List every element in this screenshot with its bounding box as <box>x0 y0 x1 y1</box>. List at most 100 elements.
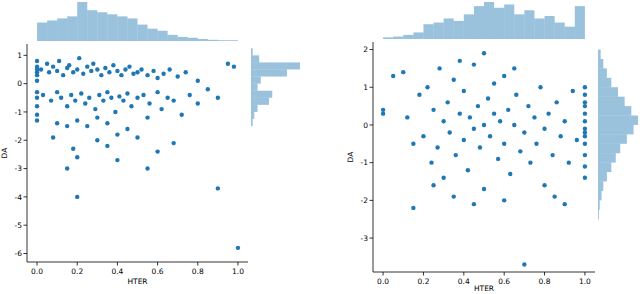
hist-bar <box>251 69 287 76</box>
point <box>87 96 91 100</box>
y-tick <box>24 140 28 141</box>
hist-bar <box>413 32 423 39</box>
point <box>563 202 567 206</box>
point <box>71 70 75 74</box>
hist-bar <box>598 144 620 153</box>
hist-bar <box>77 2 87 41</box>
point <box>121 98 125 102</box>
point <box>381 111 385 115</box>
point <box>492 111 496 115</box>
hist-bar <box>534 18 544 39</box>
hist-bar <box>178 37 188 41</box>
x-tick-label: 0.8 <box>192 267 204 276</box>
point <box>65 124 69 128</box>
point <box>115 132 119 136</box>
y-tick <box>24 196 28 197</box>
point <box>236 246 240 250</box>
hist-bar <box>598 68 607 77</box>
x-tick <box>157 262 158 266</box>
point <box>129 104 133 108</box>
hist-bar <box>251 62 300 69</box>
point <box>145 73 149 77</box>
hist-bar <box>138 25 148 41</box>
point <box>482 123 486 127</box>
hist-bar <box>198 39 208 41</box>
point <box>441 119 445 123</box>
point <box>180 113 184 117</box>
y-tick <box>24 83 28 84</box>
point <box>95 115 99 119</box>
point <box>391 74 395 78</box>
point <box>111 63 115 67</box>
point <box>35 96 39 100</box>
point <box>482 51 486 55</box>
x-tick-label: 1.0 <box>232 267 244 276</box>
point <box>115 69 119 73</box>
hist-bar <box>251 84 258 91</box>
x-tick-label: 0.6 <box>152 267 164 276</box>
point <box>91 62 95 66</box>
x-axis <box>27 262 248 263</box>
y-tick-label: 0 <box>17 79 22 88</box>
hist-bar <box>575 6 585 39</box>
x-tick-label: 0.0 <box>377 277 389 286</box>
point <box>151 69 155 73</box>
point <box>125 127 129 131</box>
x-tick-label: 0.8 <box>539 277 551 286</box>
point <box>117 94 121 98</box>
point <box>61 73 65 77</box>
y-tick <box>370 162 374 163</box>
point <box>546 111 550 115</box>
x-tick-label: 0.6 <box>498 277 510 286</box>
point <box>65 166 69 170</box>
y-tick <box>370 87 374 88</box>
point <box>97 93 101 97</box>
point <box>85 124 89 128</box>
point <box>167 67 171 71</box>
point <box>571 89 575 93</box>
y-tick-label: -1 <box>361 158 369 167</box>
hist-bar <box>208 40 218 41</box>
point <box>472 127 476 131</box>
point <box>71 147 75 151</box>
y-tick <box>24 253 28 254</box>
hist-bar <box>251 77 261 84</box>
point <box>445 100 449 104</box>
x-tick <box>584 272 585 276</box>
point <box>476 104 480 108</box>
point <box>583 104 587 108</box>
point <box>155 149 159 153</box>
point <box>458 111 462 115</box>
hist-bar <box>444 18 454 39</box>
x-axis-label: HTER <box>474 284 494 293</box>
point <box>583 176 587 180</box>
point <box>411 142 415 146</box>
point <box>155 76 159 80</box>
hist-bar <box>168 35 178 41</box>
point <box>57 59 61 63</box>
point <box>472 202 476 206</box>
point <box>49 98 53 102</box>
point <box>83 101 87 105</box>
point <box>75 195 79 199</box>
point <box>51 64 55 68</box>
point <box>232 64 236 68</box>
point <box>175 74 179 78</box>
point <box>542 183 546 187</box>
hist-bar <box>504 4 514 39</box>
hist-bar <box>383 37 393 39</box>
point <box>47 70 51 74</box>
hist-bar <box>598 106 631 115</box>
point <box>145 166 149 170</box>
point <box>95 67 99 71</box>
point <box>159 107 163 111</box>
y-histogram <box>251 48 300 126</box>
point <box>125 91 129 95</box>
point <box>401 70 405 74</box>
points <box>381 51 587 267</box>
point <box>486 96 490 100</box>
point <box>421 134 425 138</box>
y-tick <box>24 111 28 112</box>
point <box>583 142 587 146</box>
hist-bar <box>598 50 601 59</box>
